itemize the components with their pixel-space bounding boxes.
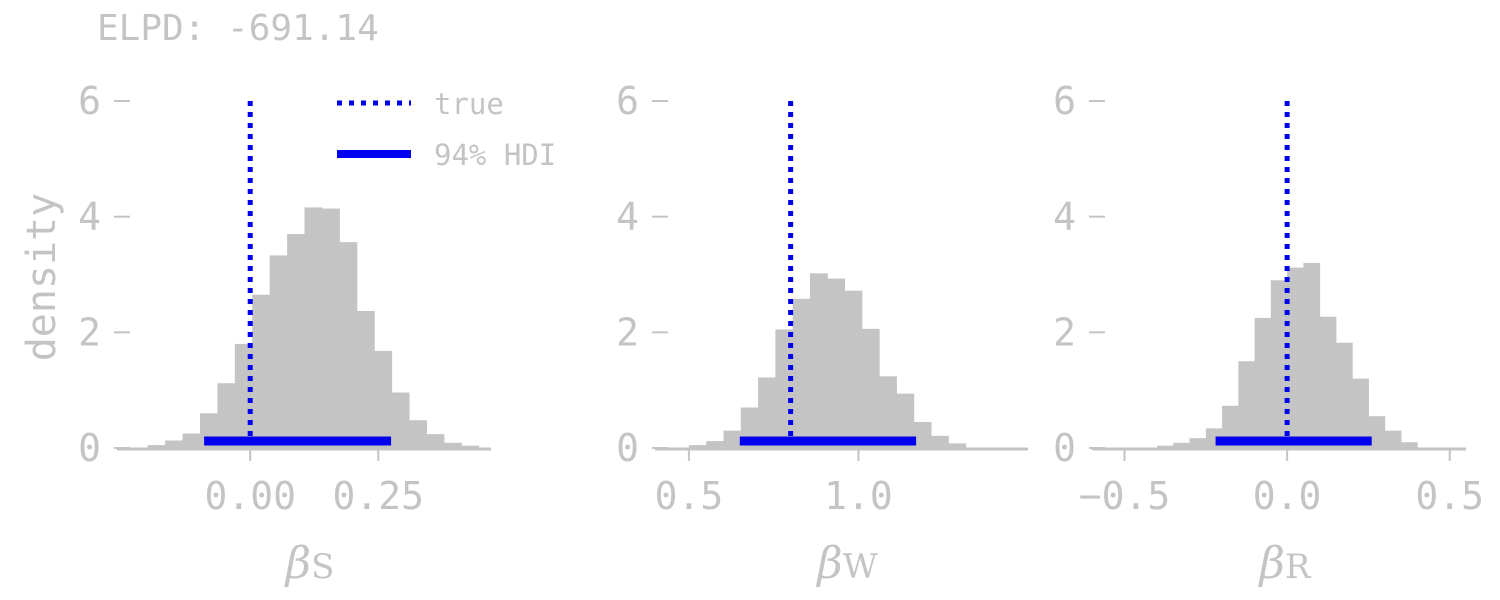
y-tick-label: 0 xyxy=(1053,426,1076,470)
histogram-bar xyxy=(1270,280,1288,448)
histogram-bar xyxy=(409,420,427,448)
y-tick-label: 6 xyxy=(78,79,101,123)
histogram-bar xyxy=(1368,416,1386,448)
panel-w: 0 2 4 6 0.5 1.0 βW xyxy=(616,79,1028,589)
histogram-bar xyxy=(443,442,462,448)
histogram-bar xyxy=(948,443,967,448)
histogram-bar xyxy=(879,376,897,448)
histogram-bar xyxy=(931,435,949,448)
histogram-bar xyxy=(304,207,323,448)
histogram-bar xyxy=(723,430,742,448)
x-tick-label: 1.0 xyxy=(824,474,893,518)
histogram-bar xyxy=(182,433,201,448)
legend-true-label: true xyxy=(434,87,504,121)
legend-hdi-label: 94% HDI xyxy=(434,138,556,172)
panel-s: 0 2 4 6 0.00 0.25 βS xyxy=(78,79,491,589)
y-tick-label: 4 xyxy=(1053,195,1076,239)
legend: true 94% HDI xyxy=(337,87,556,172)
histogram-bar xyxy=(1303,262,1321,448)
y-tick-label: 2 xyxy=(78,310,101,354)
histogram-bar xyxy=(775,329,794,448)
histogram-bar xyxy=(861,328,880,448)
histogram-bar xyxy=(217,383,236,448)
histogram-bar xyxy=(844,290,863,448)
y-axis-label: density xyxy=(19,193,65,362)
histogram-bar xyxy=(1189,438,1207,448)
panel-r: 0 2 4 6 −0.5 0.0 0.5 βR xyxy=(1053,79,1484,589)
histogram-bar xyxy=(356,310,375,448)
histogram-bar xyxy=(1157,445,1174,448)
histogram-bar xyxy=(1287,267,1304,448)
histogram-bar xyxy=(165,440,184,448)
y-tick-label: 4 xyxy=(78,195,101,239)
y-tick-label: 2 xyxy=(1053,310,1076,354)
x-tick-label: 0.5 xyxy=(1415,474,1484,518)
panels-group: 0 2 4 6 0.00 0.25 βS 0 2 4 6 0.5 1.0 βW 0 2 4 6 −0.5 0.0 0.5… xyxy=(78,79,1484,589)
histogram-bar xyxy=(688,445,707,448)
x-tick-label: 0.0 xyxy=(1253,474,1322,518)
histogram-bar xyxy=(391,392,410,448)
histogram-bar xyxy=(1319,316,1337,448)
histogram-bar xyxy=(252,294,271,448)
histogram-bar xyxy=(1335,342,1353,448)
parameter-label: βR xyxy=(1257,538,1311,589)
histogram-bar xyxy=(147,445,166,448)
histogram-bar xyxy=(461,445,480,448)
histogram-bar xyxy=(1173,442,1191,448)
histogram-bar xyxy=(269,255,288,448)
histogram-bar xyxy=(896,393,915,448)
parameter-label: βS xyxy=(284,538,335,589)
histogram-bar xyxy=(1254,317,1272,448)
histogram-bar xyxy=(1238,361,1256,448)
y-tick-label: 6 xyxy=(616,79,639,123)
parameter-label: βW xyxy=(815,538,877,589)
histogram-bar xyxy=(792,298,811,448)
y-tick-label: 0 xyxy=(616,426,639,470)
y-tick-label: 2 xyxy=(616,310,639,354)
x-tick-label: 0.00 xyxy=(204,474,296,518)
histogram-bar xyxy=(1384,430,1402,448)
elpd-header: ELPD: -691.14 xyxy=(97,8,379,49)
histogram-bar xyxy=(827,278,846,448)
x-tick-label: 0.25 xyxy=(333,474,425,518)
histogram-bar xyxy=(321,208,340,448)
histogram-bar xyxy=(426,434,445,448)
histogram-bar xyxy=(287,234,306,448)
histogram-bar xyxy=(913,421,932,448)
histogram-bar xyxy=(809,273,828,448)
y-tick-label: 0 xyxy=(78,426,101,470)
histogram-bar xyxy=(1400,442,1418,448)
histogram-bar xyxy=(758,377,776,448)
y-tick-label: 6 xyxy=(1053,79,1076,123)
x-tick-label: −0.5 xyxy=(1079,474,1171,518)
histogram-bar xyxy=(1352,378,1369,448)
histogram-bar xyxy=(706,441,724,448)
y-tick-label: 4 xyxy=(616,195,639,239)
x-tick-label: 0.5 xyxy=(655,474,724,518)
histogram-bar xyxy=(339,242,358,448)
histogram-bar xyxy=(374,350,393,448)
